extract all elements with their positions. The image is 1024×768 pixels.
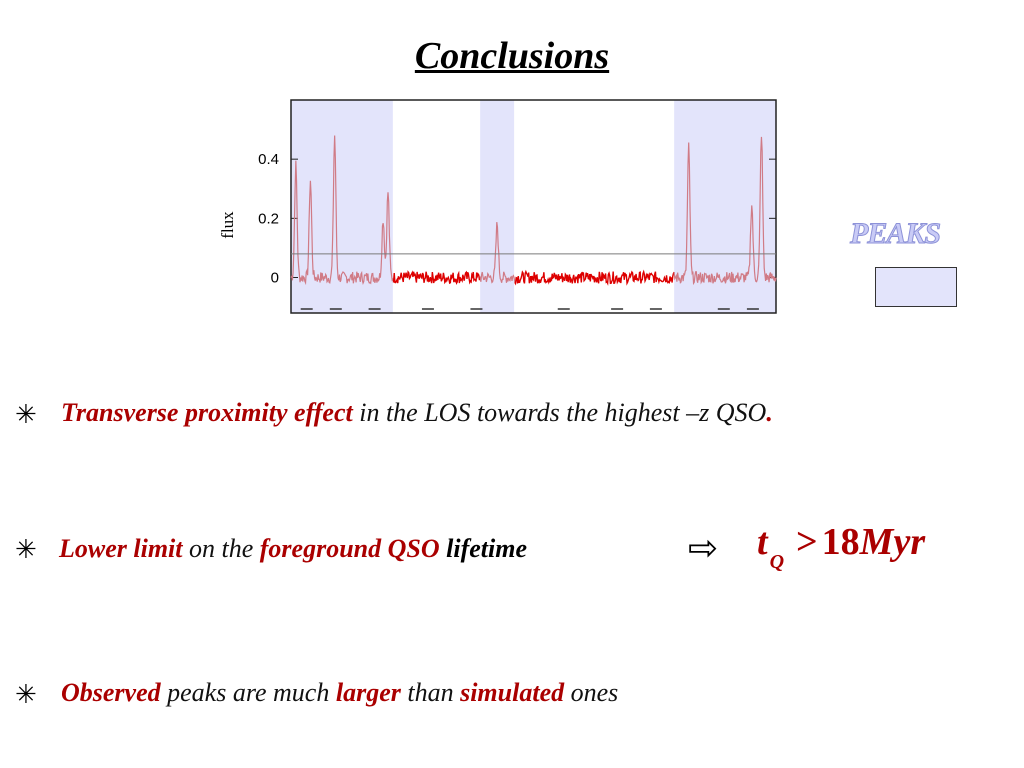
bullet-2-highlight-a: Lower limit [59, 534, 183, 563]
flux-chart: 0 0.2 0.4 flux [218, 99, 777, 314]
bullet-1-text: in the LOS towards the highest –z QSO [352, 398, 767, 427]
bullet-3-text-b: than [400, 678, 461, 707]
bullet-1-highlight: Transverse proximity effect [61, 398, 353, 427]
bullet-2: Lower limit on the foreground QSO lifeti… [59, 534, 1024, 564]
bullet-3-highlight-b: larger [335, 678, 401, 707]
bullet-3-highlight-a: Observed [61, 678, 161, 707]
bullet-star-icon: ✳ [15, 400, 37, 430]
formula-subscript: Q [769, 551, 785, 573]
bullet-3-text-c: ones [564, 678, 619, 707]
bullet-1: Transverse proximity effect in the LOS t… [61, 398, 1024, 428]
page-title: Conclusions [414, 35, 610, 77]
formula-gt: > [796, 521, 818, 563]
plot-frame [290, 99, 777, 314]
peak-region-1 [480, 100, 515, 313]
y-axis-label: flux [218, 211, 237, 239]
y-tick-label-0: 0 [271, 270, 279, 287]
formula-t: t [757, 521, 768, 563]
implies-arrow-icon: ⇨ [688, 528, 719, 569]
flux-segment-0 [290, 135, 395, 286]
formula-number: 18 [821, 521, 860, 563]
y-tick-label-1: 0.2 [258, 210, 279, 227]
flux-segment-2 [479, 222, 516, 284]
bullet-2-text: on the [182, 534, 260, 563]
bullet-star-icon: ✳ [15, 680, 37, 710]
bullet-1-period: . [766, 398, 773, 427]
bullet-2-lifetime: lifetime [439, 534, 527, 563]
peak-regions [291, 100, 776, 313]
bullet-2-highlight-b: foreground QSO [259, 534, 440, 563]
formula-unit: Myr [859, 521, 926, 563]
flux-segment-1 [392, 270, 481, 286]
legend-peaks-label: PEAKS [849, 217, 941, 251]
legend-peaks-swatch [875, 267, 957, 307]
bullet-3-highlight-c: simulated [460, 678, 565, 707]
bullet-3: Observed peaks are much larger than simu… [61, 678, 1024, 708]
y-tick-label-2: 0.4 [258, 151, 279, 168]
lifetime-formula: t Q >18Myr [757, 520, 926, 573]
bullet-3-text-a: peaks are much [160, 678, 336, 707]
flux-segment-3 [514, 269, 675, 286]
bullet-star-icon: ✳ [15, 535, 37, 565]
